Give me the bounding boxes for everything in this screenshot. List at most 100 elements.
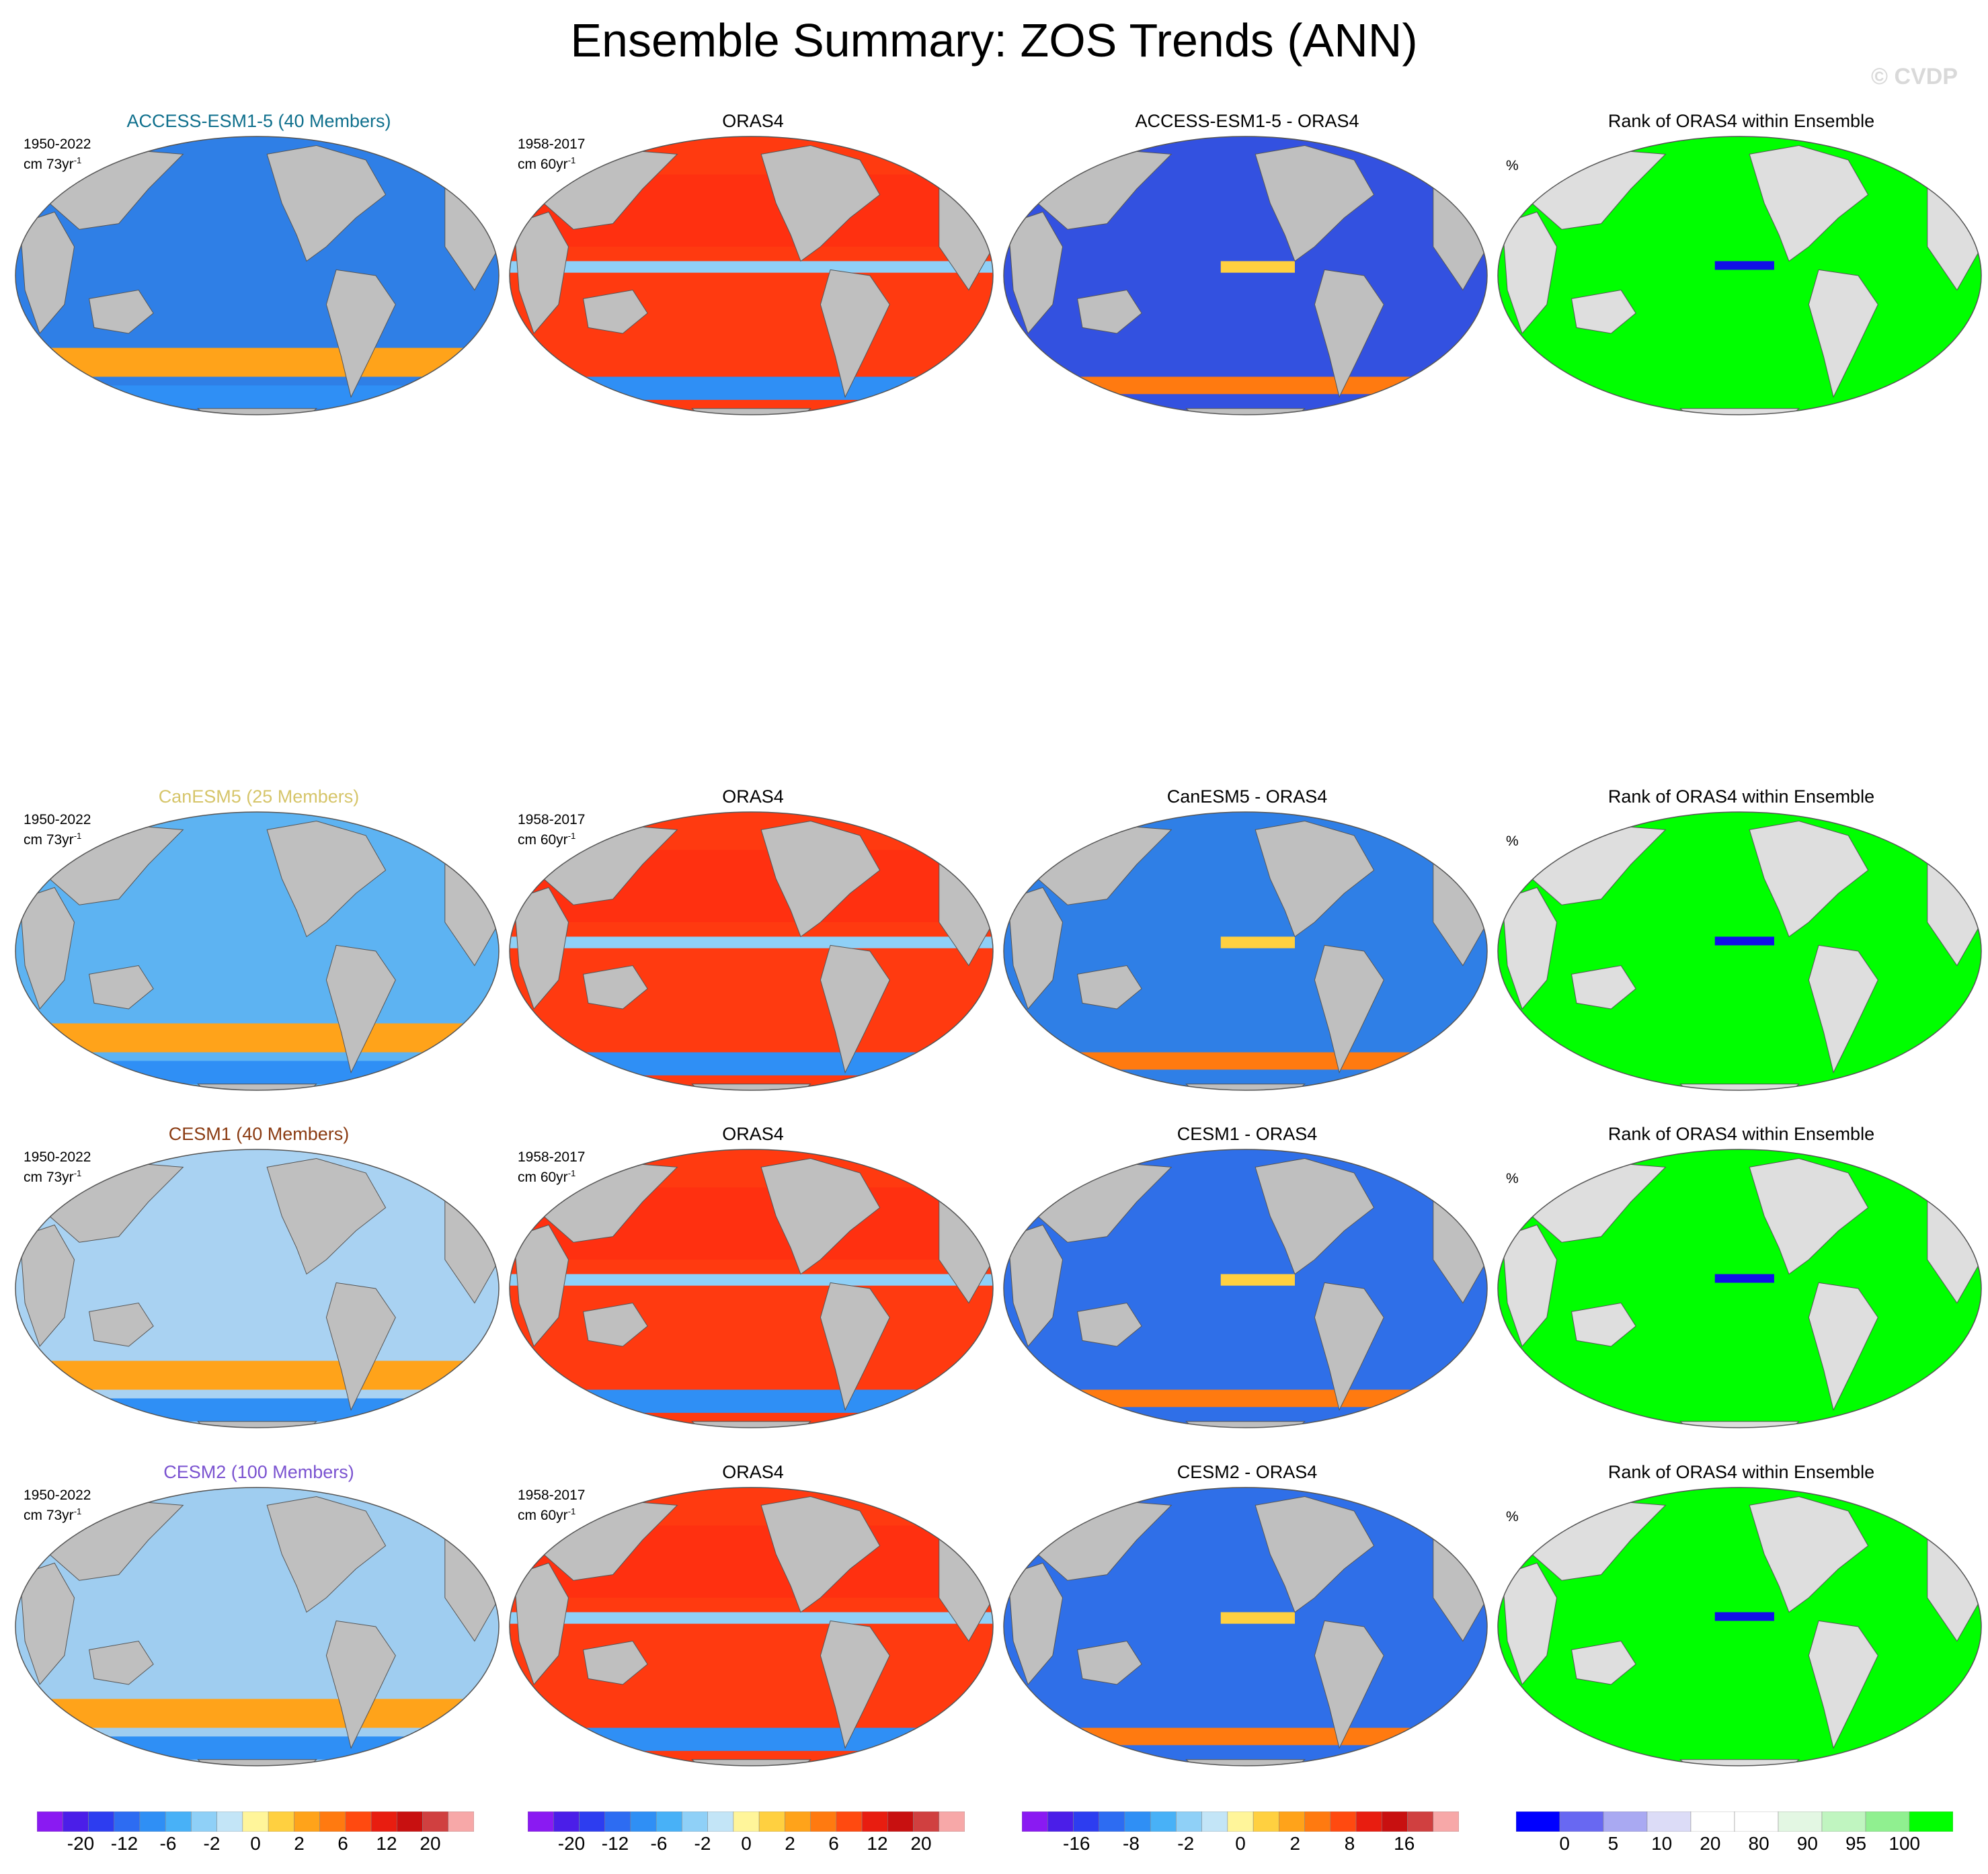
landmass: [89, 289, 154, 334]
colorbar-tick-label: 2: [294, 1833, 305, 1854]
colorbar-tick-label: 10: [1651, 1833, 1673, 1854]
colorbar-swatch: [114, 1811, 141, 1832]
colorbar-swatch: [216, 1811, 243, 1832]
colorbar-swatch: [1516, 1811, 1560, 1832]
colorbar-tick-label: 6: [337, 1833, 348, 1854]
colorbar-swatch: [1047, 1811, 1074, 1832]
model-panel-0-map: [15, 136, 500, 415]
colorbar-swatch: [37, 1811, 63, 1832]
panel-title: CESM1 (40 Members): [168, 1124, 350, 1144]
landmass: [1749, 1157, 1869, 1275]
field-band: [15, 1360, 499, 1390]
colorbar-swatch: [733, 1811, 760, 1832]
colorbar-swatch: [1407, 1811, 1434, 1832]
landmass: [19, 1224, 75, 1347]
landmass: [325, 944, 396, 1074]
colorbar-swatch: [1150, 1811, 1177, 1832]
landmass: [514, 887, 569, 1010]
colorbar-swatch: [836, 1811, 863, 1832]
colorbar-swatch: [422, 1811, 449, 1832]
units-label: cm 60yr-1: [518, 155, 576, 172]
colorbar-tick-label: -16: [1063, 1833, 1090, 1854]
landmass: [325, 1282, 396, 1412]
landmass: [1255, 1157, 1375, 1275]
units-label: cm 73yr-1: [24, 831, 82, 848]
landmass: [514, 1224, 569, 1347]
rank-panel-3: Rank of ORAS4 within Ensemble%: [1493, 1462, 1988, 1771]
panel-title: ACCESS-ESM1-5 - ORAS4: [1135, 111, 1359, 131]
diff-panel-0: ACCESS-ESM1-5 - ORAS4: [998, 111, 1496, 420]
colorbar-2: [1022, 1811, 1459, 1832]
map-outline: [509, 1149, 994, 1428]
map-outline: [15, 136, 500, 415]
colorbar-swatch: [785, 1811, 811, 1832]
colorbar-swatch: [268, 1811, 294, 1832]
percent-label: %: [1506, 1509, 1519, 1524]
map-outline: [1003, 1149, 1488, 1428]
landmass: [514, 1562, 569, 1685]
colorbar-swatch: [1253, 1811, 1279, 1832]
colorbar-swatch: [707, 1811, 734, 1832]
units-label: cm 60yr-1: [518, 1168, 576, 1185]
field-band: [15, 1736, 499, 1760]
landmass: [1502, 211, 1558, 334]
landmass: [1077, 965, 1142, 1010]
landmass: [1008, 1562, 1064, 1685]
colorbar-tick-label: 2: [1289, 1833, 1301, 1854]
landmass: [1502, 1562, 1558, 1685]
period-label: 1958-2017: [518, 136, 586, 152]
map-outline: [1003, 811, 1488, 1091]
colorbar-3: [1516, 1811, 1953, 1832]
landmass: [1808, 944, 1878, 1074]
landmass: [1255, 820, 1375, 938]
field-band: [1004, 1052, 1487, 1070]
units-label: cm 73yr-1: [24, 1168, 82, 1185]
map-outline: [1003, 136, 1488, 415]
rank-panel-1-map: [1497, 811, 1982, 1091]
landmass: [1749, 820, 1869, 938]
field-band: [510, 1661, 993, 1719]
landmass: [1749, 1496, 1869, 1613]
landmass: [583, 289, 648, 334]
colorbar-swatch: [1865, 1811, 1910, 1832]
colorbar-tick-label: -8: [1123, 1833, 1140, 1854]
map-outline: [15, 1149, 500, 1428]
colorbar-tick-label: 90: [1796, 1833, 1818, 1854]
colorbar-swatch: [1690, 1811, 1735, 1832]
diff-panel-2: CESM1 - ORAS4: [998, 1124, 1496, 1433]
landmass: [1571, 289, 1636, 334]
field-band: [1714, 936, 1774, 946]
field-band: [1220, 261, 1295, 273]
diff-panel-0-map: [1003, 136, 1488, 415]
map-outline: [509, 136, 994, 415]
colorbar-tick-label: 80: [1748, 1833, 1770, 1854]
colorbar-swatch: [1734, 1811, 1779, 1832]
panel-title: Rank of ORAS4 within Ensemble: [1607, 111, 1875, 131]
colorbar-swatch: [165, 1811, 192, 1832]
rank-panel-2: Rank of ORAS4 within Ensemble%: [1493, 1124, 1988, 1433]
map-outline: [15, 1487, 500, 1766]
landmass: [1808, 269, 1878, 399]
colorbar-swatch: [370, 1811, 397, 1832]
ocean-field: [1498, 812, 1981, 1090]
units-label: cm 73yr-1: [24, 1506, 82, 1523]
landmass: [1077, 1640, 1142, 1685]
colorbar-swatch: [1176, 1811, 1202, 1832]
map-outline: [1497, 811, 1982, 1091]
colorbar-tick-label: -6: [650, 1833, 668, 1854]
panel-title: Rank of ORAS4 within Ensemble: [1607, 1124, 1875, 1144]
colorbar-tick-label: -20: [557, 1833, 586, 1854]
diff-panel-3: CESM2 - ORAS4: [998, 1462, 1496, 1771]
period-label: 1950-2022: [24, 1488, 91, 1503]
model-panel-1-map: [15, 811, 500, 1091]
field-band: [1220, 1612, 1295, 1624]
field-band: [15, 1061, 499, 1084]
field-band: [1004, 376, 1487, 395]
diff-panel-3-map: [1003, 1487, 1488, 1766]
field-band: [1004, 1389, 1487, 1408]
colorbar-swatch: [88, 1811, 114, 1832]
colorbar-labels-1: -20 -12 -6 -2 0 2 6 12 20: [528, 1833, 965, 1860]
landmass: [89, 965, 154, 1010]
colorbar-swatch: [62, 1811, 89, 1832]
colorbar-swatch: [1099, 1811, 1125, 1832]
